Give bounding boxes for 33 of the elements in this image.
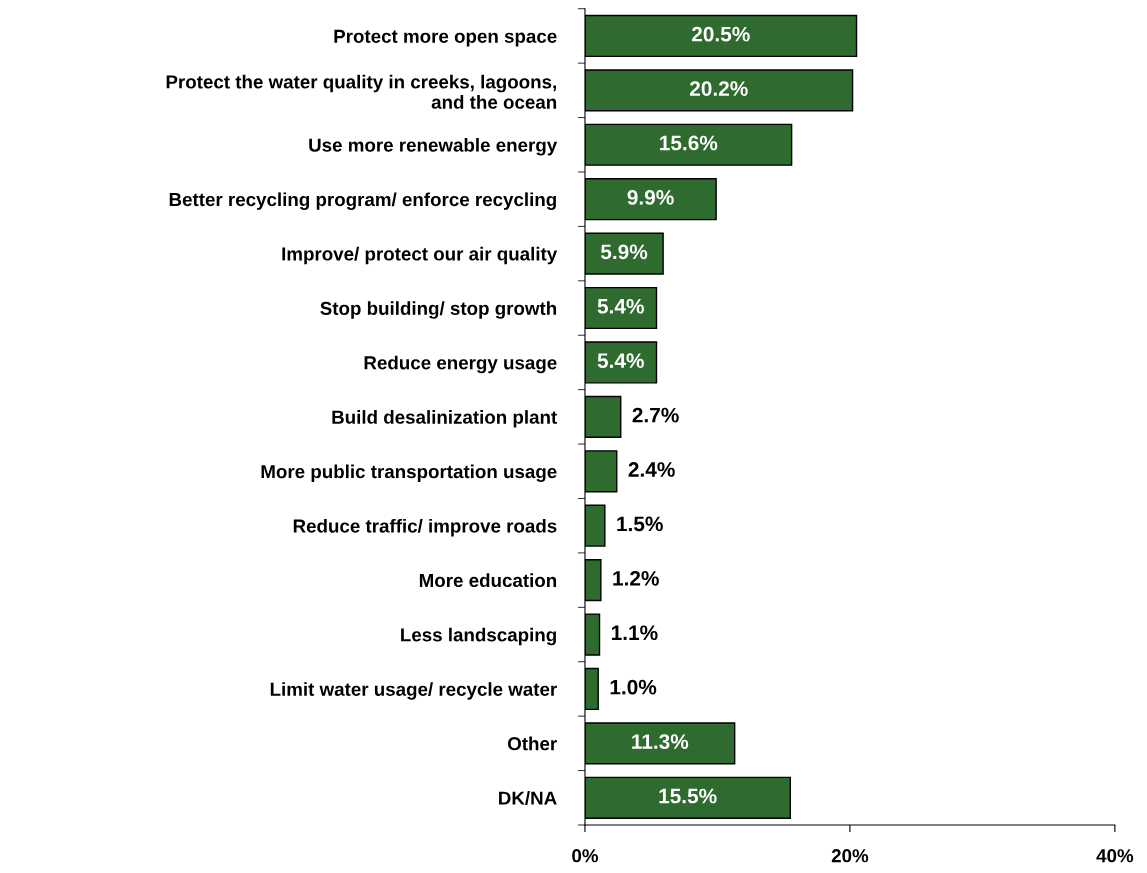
data-label: 15.6% [660,135,718,151]
y-tick-label: Improve/ protect our air quality [282,246,558,265]
y-tick-label: Limit water usage/ recycle water [270,682,557,700]
data-label: 9.9% [627,190,674,205]
data-label: 15.5% [659,788,717,804]
y-tick-label: Reduce energy usage [364,355,557,374]
data-label: 5.4% [597,298,644,314]
x-tick-label: 0% [572,849,599,863]
y-tick-label: Reduce traffic/ improve roads [293,518,557,537]
data-label: 11.3% [632,734,689,749]
data-label: 5.4% [597,353,644,369]
y-tick-label: Use more renewable energy [309,137,558,156]
y-tick-label: Build desalinization plant [332,410,557,428]
data-label: 20.2% [689,81,748,96]
data-label: 2.4% [628,462,675,477]
data-label: 1.0% [610,679,657,695]
y-tick-label: Less landscaping [401,627,556,646]
data-label: 1.2% [613,570,659,586]
x-tick-label: 20% [831,849,869,863]
data-label: 2.7% [632,407,679,423]
y-tick-label: Protect more open space [334,29,557,47]
y-tick-label: More education [419,573,557,588]
data-label: 1.1% [611,625,658,641]
y-tick-label: Stop building/ stop growth [320,301,557,319]
data-label: 20.5% [691,26,750,42]
y-tick-label: Better recycling program/ enforce recycling [169,192,556,210]
y-tick-label: Other [507,736,557,751]
data-label: 5.9% [600,244,648,260]
y-tick-label: DK/NA [499,790,557,805]
data-label: 1.5% [617,516,663,532]
x-tick-label: 40% [1096,849,1134,863]
y-tick-label: More public transportation usage [261,464,557,483]
y-tick-label: Protect the water quality in creeks, lagoons, and the ocean [166,74,557,109]
